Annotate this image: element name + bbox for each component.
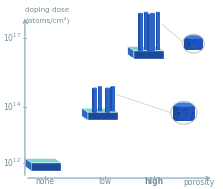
Circle shape	[176, 109, 177, 110]
Circle shape	[199, 47, 200, 48]
Polygon shape	[173, 105, 180, 121]
Polygon shape	[184, 37, 203, 50]
Ellipse shape	[144, 49, 148, 50]
Circle shape	[192, 41, 193, 42]
Polygon shape	[98, 87, 102, 111]
Ellipse shape	[110, 110, 115, 112]
Ellipse shape	[147, 51, 152, 52]
Text: $10^{12}$: $10^{12}$	[3, 157, 21, 169]
Polygon shape	[98, 87, 99, 111]
Ellipse shape	[110, 86, 115, 87]
Polygon shape	[147, 14, 152, 51]
Circle shape	[189, 43, 191, 44]
Circle shape	[186, 40, 188, 42]
Circle shape	[188, 43, 190, 45]
Circle shape	[185, 107, 186, 108]
Circle shape	[179, 107, 181, 108]
Polygon shape	[110, 87, 115, 111]
Circle shape	[196, 40, 197, 41]
Circle shape	[183, 34, 204, 53]
Polygon shape	[144, 12, 148, 50]
Polygon shape	[82, 108, 118, 112]
Polygon shape	[144, 12, 145, 50]
Polygon shape	[147, 14, 149, 51]
Circle shape	[191, 119, 192, 120]
Polygon shape	[128, 47, 134, 59]
Ellipse shape	[92, 112, 97, 113]
Circle shape	[191, 117, 192, 119]
Circle shape	[186, 113, 188, 114]
Ellipse shape	[144, 12, 148, 13]
Ellipse shape	[173, 102, 195, 107]
Circle shape	[183, 118, 185, 119]
Ellipse shape	[92, 88, 97, 89]
Polygon shape	[138, 13, 143, 51]
Text: $10^{17}$: $10^{17}$	[3, 32, 21, 44]
Polygon shape	[150, 13, 151, 51]
Ellipse shape	[105, 88, 110, 89]
Circle shape	[193, 41, 194, 42]
Polygon shape	[105, 88, 106, 112]
Circle shape	[192, 112, 193, 113]
Polygon shape	[134, 51, 164, 59]
Text: high: high	[145, 177, 164, 186]
Ellipse shape	[155, 49, 160, 50]
Circle shape	[194, 39, 196, 40]
Polygon shape	[25, 159, 61, 163]
Circle shape	[171, 101, 197, 124]
Ellipse shape	[150, 13, 155, 14]
Text: $10^{14}$: $10^{14}$	[3, 101, 21, 113]
Circle shape	[182, 110, 184, 111]
Text: low: low	[98, 177, 112, 186]
Ellipse shape	[147, 14, 152, 15]
Polygon shape	[128, 47, 164, 51]
Polygon shape	[31, 163, 61, 171]
Polygon shape	[92, 88, 97, 112]
Polygon shape	[88, 112, 118, 120]
Circle shape	[189, 44, 190, 45]
Ellipse shape	[184, 35, 203, 39]
Circle shape	[200, 43, 201, 44]
Circle shape	[199, 48, 200, 50]
Circle shape	[178, 113, 179, 114]
Circle shape	[190, 39, 191, 40]
Circle shape	[189, 43, 190, 44]
Circle shape	[191, 48, 192, 49]
Polygon shape	[110, 87, 112, 111]
Polygon shape	[92, 88, 94, 112]
Polygon shape	[105, 88, 110, 112]
Text: (atoms/cm²): (atoms/cm²)	[25, 17, 69, 24]
Polygon shape	[173, 105, 195, 121]
Ellipse shape	[150, 50, 155, 51]
Text: none: none	[36, 177, 55, 186]
Circle shape	[195, 44, 197, 45]
Ellipse shape	[98, 86, 102, 87]
Circle shape	[179, 112, 180, 114]
Polygon shape	[150, 13, 155, 51]
Circle shape	[178, 113, 179, 114]
Ellipse shape	[138, 50, 143, 51]
Ellipse shape	[98, 110, 102, 112]
Polygon shape	[138, 13, 140, 51]
Polygon shape	[155, 12, 160, 50]
Text: porosity: porosity	[183, 178, 214, 187]
Circle shape	[184, 109, 185, 111]
Circle shape	[193, 48, 194, 49]
Ellipse shape	[105, 112, 110, 113]
Polygon shape	[82, 108, 88, 120]
Circle shape	[186, 109, 188, 110]
Polygon shape	[155, 12, 157, 50]
Polygon shape	[25, 159, 31, 171]
Polygon shape	[184, 37, 190, 50]
Circle shape	[181, 118, 182, 119]
Circle shape	[178, 112, 180, 113]
Ellipse shape	[155, 12, 160, 13]
Text: doping dose: doping dose	[25, 7, 69, 13]
Ellipse shape	[138, 13, 143, 14]
